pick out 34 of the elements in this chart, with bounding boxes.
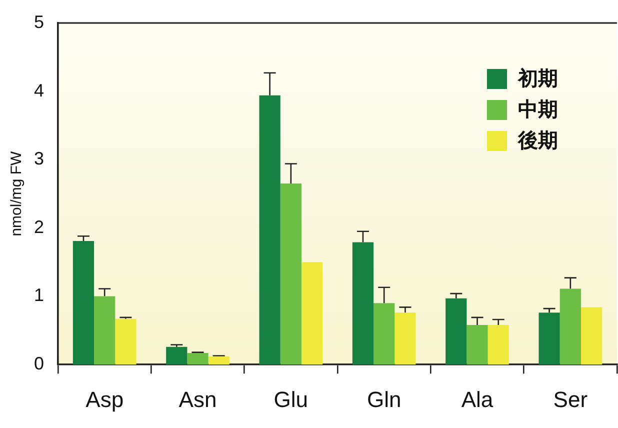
bar (538, 312, 560, 365)
bar (187, 352, 208, 365)
x-tick-label: Ser (553, 386, 588, 412)
y-axis-title: nmol/mg FW (8, 150, 26, 236)
bar (394, 312, 416, 365)
bar (115, 318, 136, 365)
bar (208, 356, 230, 365)
x-tick-label: Glu (274, 386, 308, 412)
legend-label: 後期 (518, 127, 558, 154)
y-tick-label: 2 (34, 216, 44, 237)
y-tick-label: 1 (34, 285, 44, 306)
x-tick-label: Asp (86, 386, 124, 412)
legend-label: 中期 (518, 96, 558, 123)
x-tick-label: Gln (366, 386, 402, 412)
x-tick-label: Asn (178, 386, 217, 412)
y-tick-label: 3 (34, 148, 44, 169)
bar (352, 242, 374, 365)
bar (560, 288, 581, 365)
bar (259, 95, 280, 365)
bar (580, 307, 602, 365)
y-tick-label: 5 (34, 12, 44, 32)
bar (280, 184, 302, 365)
bar (166, 346, 188, 365)
y-tick-label: 4 (34, 80, 44, 100)
bar (94, 296, 116, 365)
bar (301, 262, 323, 365)
y-tick-label: 0 (34, 354, 44, 374)
bar (488, 324, 509, 365)
bar (446, 298, 467, 365)
bar (466, 324, 488, 365)
x-tick-label: Ala (461, 386, 494, 412)
bar (72, 240, 94, 365)
legend-label: 初期 (518, 65, 558, 92)
bar (374, 303, 395, 365)
